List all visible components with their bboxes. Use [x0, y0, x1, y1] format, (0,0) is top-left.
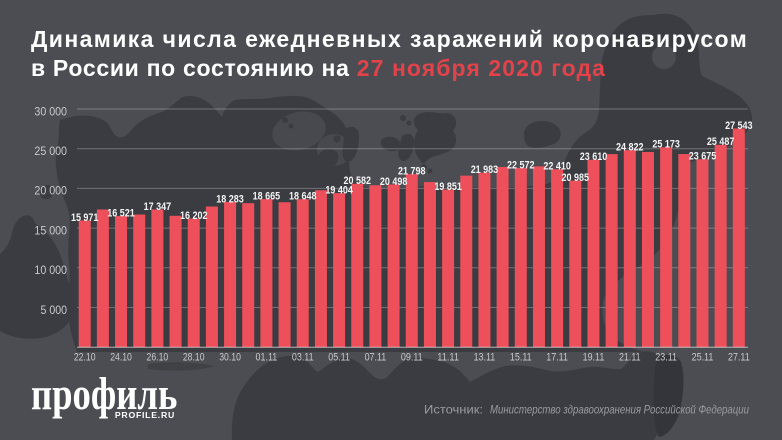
- svg-text:17 347: 17 347: [144, 201, 172, 213]
- svg-text:22.10: 22.10: [74, 352, 96, 364]
- svg-text:05.11: 05.11: [328, 352, 350, 364]
- svg-text:22 572: 22 572: [507, 159, 535, 171]
- svg-text:13.11: 13.11: [474, 352, 496, 364]
- svg-text:Источник:: Источник:: [424, 403, 483, 417]
- svg-text:15 000: 15 000: [34, 223, 67, 237]
- svg-text:01.11: 01.11: [256, 352, 278, 364]
- svg-text:27.11: 27.11: [728, 352, 750, 364]
- svg-text:21 798: 21 798: [398, 166, 426, 178]
- svg-text:18 665: 18 665: [253, 190, 281, 202]
- svg-text:28.10: 28.10: [183, 352, 205, 364]
- svg-text:24.10: 24.10: [110, 352, 132, 364]
- svg-text:30.10: 30.10: [219, 352, 241, 364]
- svg-text:20 985: 20 985: [562, 172, 590, 184]
- svg-text:23 610: 23 610: [580, 151, 608, 163]
- svg-text:24 822: 24 822: [616, 142, 644, 154]
- svg-text:23 675: 23 675: [689, 151, 717, 163]
- svg-text:09.11: 09.11: [401, 352, 423, 364]
- svg-text:22 410: 22 410: [543, 161, 571, 173]
- svg-text:30 000: 30 000: [34, 104, 67, 118]
- svg-text:21 983: 21 983: [471, 164, 499, 176]
- svg-text:07.11: 07.11: [365, 352, 387, 364]
- svg-text:19.11: 19.11: [583, 352, 605, 364]
- svg-text:20 582: 20 582: [344, 175, 372, 187]
- svg-text:16 521: 16 521: [107, 207, 135, 219]
- svg-text:20 498: 20 498: [380, 176, 408, 188]
- svg-text:03.11: 03.11: [292, 352, 314, 364]
- svg-text:19 851: 19 851: [434, 181, 462, 193]
- svg-text:21.11: 21.11: [619, 352, 641, 364]
- svg-text:23.11: 23.11: [655, 352, 677, 364]
- svg-text:19 404: 19 404: [325, 185, 353, 197]
- svg-text:25 173: 25 173: [652, 139, 680, 151]
- svg-text:15 971: 15 971: [71, 212, 99, 224]
- svg-text:18 648: 18 648: [289, 191, 317, 203]
- svg-text:26.10: 26.10: [147, 352, 169, 364]
- svg-text:10 000: 10 000: [34, 263, 67, 277]
- svg-text:25.11: 25.11: [692, 352, 714, 364]
- svg-text:25 000: 25 000: [34, 144, 67, 158]
- svg-text:5 000: 5 000: [41, 303, 68, 317]
- svg-text:Министерство здравоохранения Р: Министерство здравоохранения Российской …: [490, 403, 749, 417]
- svg-text:27 543: 27 543: [725, 120, 753, 132]
- svg-text:17.11: 17.11: [546, 352, 568, 364]
- svg-text:15.11: 15.11: [510, 352, 532, 364]
- svg-text:25 487: 25 487: [707, 136, 735, 148]
- svg-text:20 000: 20 000: [34, 184, 67, 198]
- svg-text:16 202: 16 202: [180, 210, 208, 222]
- svg-text:18 283: 18 283: [216, 193, 244, 205]
- svg-text:11.11: 11.11: [437, 352, 459, 364]
